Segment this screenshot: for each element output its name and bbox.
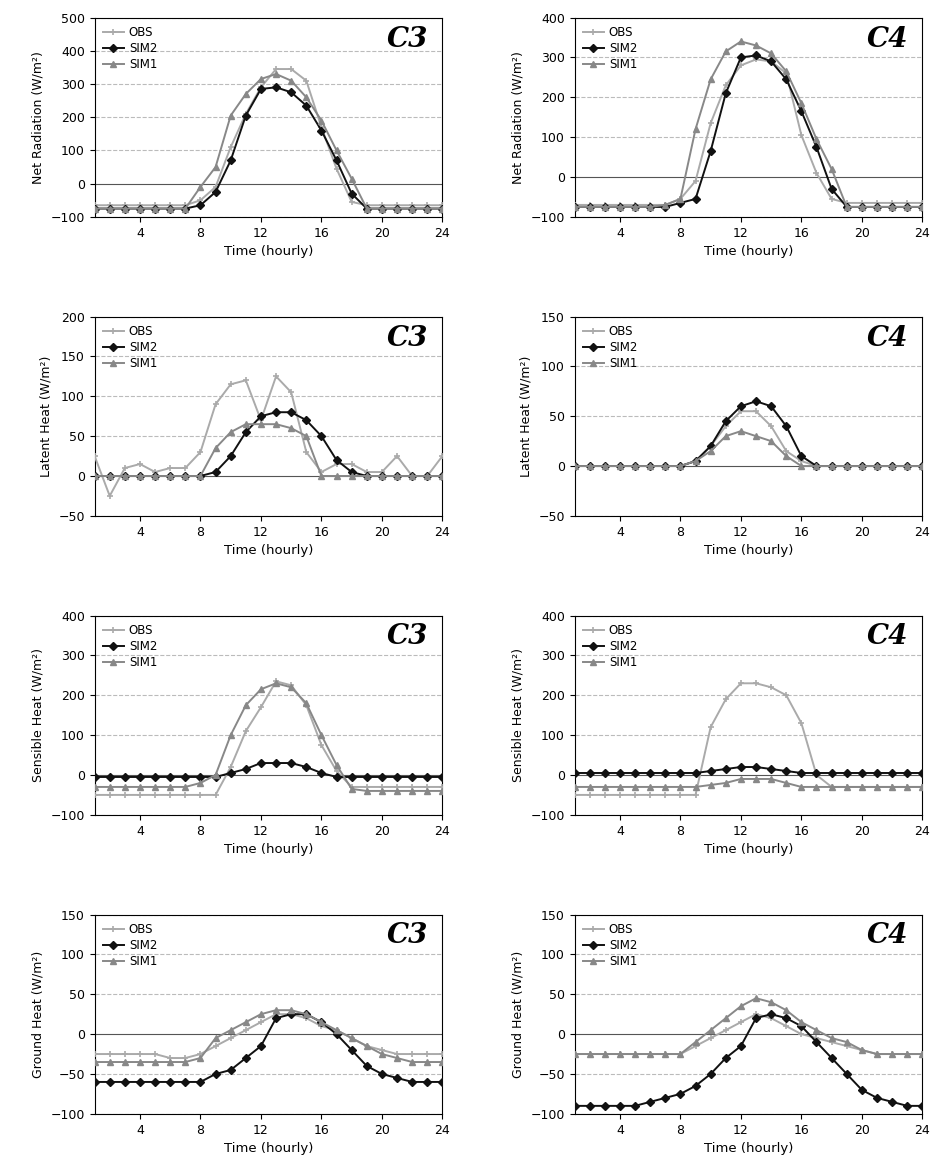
Text: C3: C3 — [387, 624, 429, 651]
X-axis label: Time (hourly): Time (hourly) — [704, 844, 793, 856]
Text: C4: C4 — [867, 324, 908, 351]
X-axis label: Time (hourly): Time (hourly) — [224, 246, 313, 259]
Y-axis label: Ground Heat (W/m²): Ground Heat (W/m²) — [32, 950, 45, 1078]
X-axis label: Time (hourly): Time (hourly) — [224, 1142, 313, 1155]
Legend: OBS, SIM2, SIM1: OBS, SIM2, SIM1 — [581, 621, 639, 672]
Text: C4: C4 — [867, 26, 908, 53]
Y-axis label: Latent Heat (W/m²): Latent Heat (W/m²) — [519, 356, 533, 477]
X-axis label: Time (hourly): Time (hourly) — [224, 544, 313, 557]
Legend: OBS, SIM2, SIM1: OBS, SIM2, SIM1 — [581, 23, 639, 73]
Legend: OBS, SIM2, SIM1: OBS, SIM2, SIM1 — [100, 621, 160, 672]
Text: C3: C3 — [387, 324, 429, 351]
Text: C3: C3 — [387, 922, 429, 950]
Y-axis label: Net Radiation (W/m²): Net Radiation (W/m²) — [32, 50, 45, 184]
Legend: OBS, SIM2, SIM1: OBS, SIM2, SIM1 — [581, 921, 639, 970]
Legend: OBS, SIM2, SIM1: OBS, SIM2, SIM1 — [581, 323, 639, 372]
X-axis label: Time (hourly): Time (hourly) — [704, 1142, 793, 1155]
X-axis label: Time (hourly): Time (hourly) — [224, 844, 313, 856]
X-axis label: Time (hourly): Time (hourly) — [704, 544, 793, 557]
Text: C3: C3 — [387, 26, 429, 53]
Text: C4: C4 — [867, 624, 908, 651]
Y-axis label: Ground Heat (W/m²): Ground Heat (W/m²) — [512, 950, 525, 1078]
Y-axis label: Net Radiation (W/m²): Net Radiation (W/m²) — [512, 50, 525, 184]
Y-axis label: Sensible Heat (W/m²): Sensible Heat (W/m²) — [512, 648, 525, 783]
X-axis label: Time (hourly): Time (hourly) — [704, 246, 793, 259]
Y-axis label: Sensible Heat (W/m²): Sensible Heat (W/m²) — [32, 648, 45, 783]
Y-axis label: Latent Heat (W/m²): Latent Heat (W/m²) — [40, 356, 53, 477]
Legend: OBS, SIM2, SIM1: OBS, SIM2, SIM1 — [100, 921, 160, 970]
Legend: OBS, SIM2, SIM1: OBS, SIM2, SIM1 — [100, 323, 160, 372]
Text: C4: C4 — [867, 922, 908, 950]
Legend: OBS, SIM2, SIM1: OBS, SIM2, SIM1 — [100, 23, 160, 73]
